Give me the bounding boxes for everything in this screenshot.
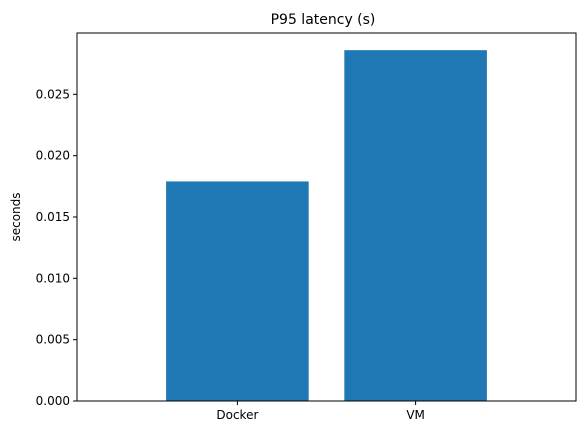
- y-tick-label: 0.010: [36, 271, 70, 285]
- bar-vm: [344, 50, 487, 401]
- y-tick-label: 0.025: [36, 87, 70, 101]
- y-tick-label: 0.020: [36, 149, 70, 163]
- y-axis-title: seconds: [9, 192, 23, 241]
- plot-frame: [76, 32, 577, 402]
- y-axis-ticks: 0.000 0.005 0.010 0.015 0.020 0.025: [36, 87, 77, 408]
- x-tick-label: VM: [406, 408, 425, 422]
- y-tick-label: 0.005: [36, 333, 70, 347]
- bar-docker: [166, 181, 309, 401]
- y-tick-label: 0.000: [36, 394, 70, 408]
- x-tick-label: Docker: [216, 408, 258, 422]
- bars-layer: [166, 50, 487, 401]
- x-axis-ticks: Docker VM: [216, 401, 425, 422]
- y-tick-label: 0.015: [36, 210, 70, 224]
- chart-title: P95 latency (s): [271, 12, 376, 28]
